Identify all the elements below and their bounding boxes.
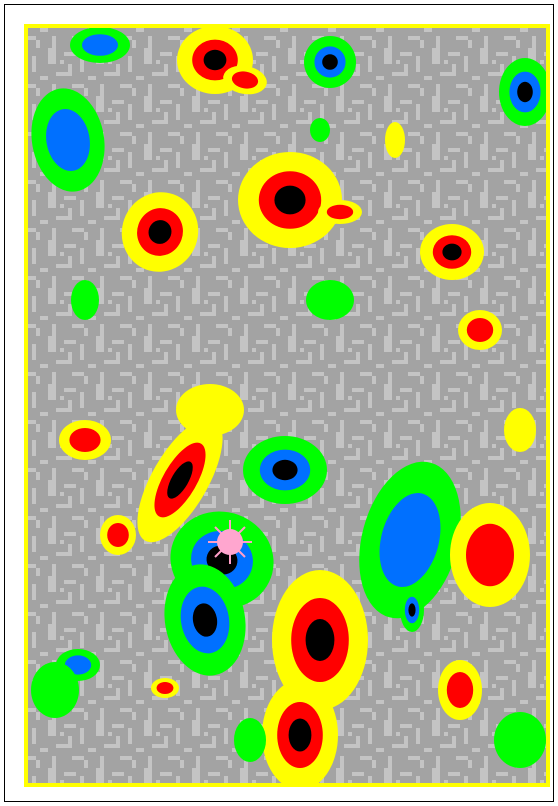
terrain-blob	[494, 712, 546, 768]
terrain-blob	[326, 204, 354, 220]
terrain-blob	[442, 243, 462, 261]
terrain-blob	[148, 220, 172, 244]
terrain-blob	[408, 603, 416, 617]
terrain-blob	[82, 34, 118, 56]
terrain-blob	[379, 493, 441, 587]
terrain-blob	[306, 280, 354, 320]
terrain-blob	[288, 718, 312, 752]
terrain-blob	[203, 49, 227, 71]
terrain-blob	[71, 280, 99, 320]
terrain-blob	[31, 662, 79, 718]
player-marker	[208, 520, 252, 564]
terrain-blob	[274, 185, 306, 215]
terrain-blob	[272, 459, 298, 481]
terrain-blob	[107, 523, 129, 547]
terrain-blob	[385, 122, 405, 158]
terrain-blob	[446, 672, 474, 708]
terrain-blob	[305, 619, 335, 661]
terrain-blob	[322, 54, 338, 70]
terrain-blob	[231, 71, 259, 89]
terrain-blob	[192, 603, 218, 637]
terrain-blob	[176, 384, 244, 436]
terrain-blob	[504, 408, 536, 452]
terrain-blob	[310, 118, 330, 142]
terrain-blob	[46, 109, 90, 171]
terrain-blob	[517, 81, 533, 103]
terrain-blob	[466, 318, 494, 342]
terrain-blob	[167, 461, 193, 499]
terrain-blob	[156, 682, 174, 694]
terrain-blob	[69, 428, 101, 452]
terrain-blob	[234, 718, 266, 762]
terrain-blob	[466, 523, 514, 587]
map-features	[31, 28, 546, 783]
